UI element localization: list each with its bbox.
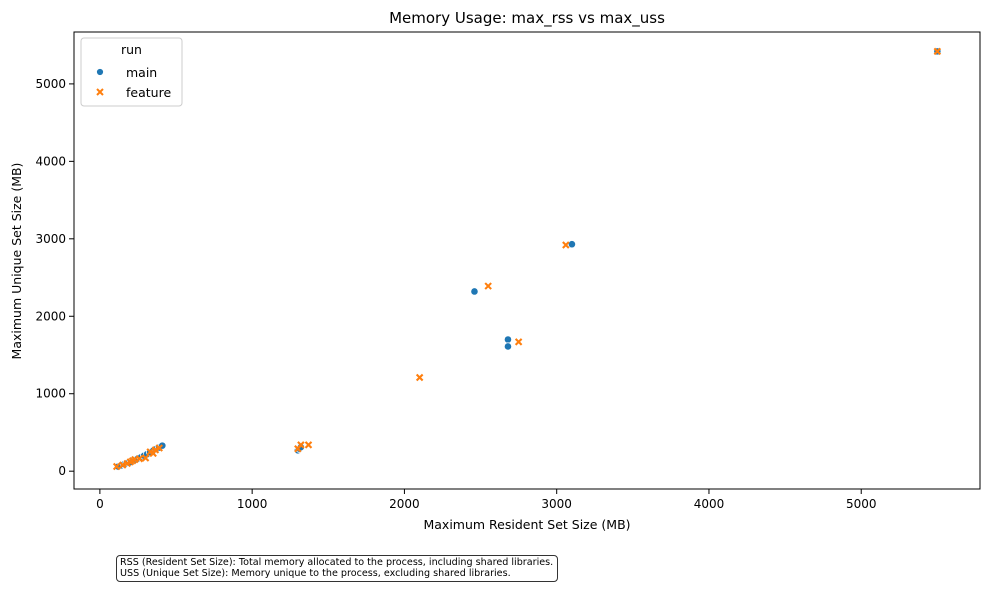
x-tick-label: 1000 <box>237 497 268 511</box>
point-feature <box>415 373 424 382</box>
y-tick-label: 0 <box>58 464 66 478</box>
x-tick-label: 5000 <box>846 497 877 511</box>
point-main <box>503 335 513 344</box>
point-feature <box>484 282 492 290</box>
chart-title: Memory Usage: max_rss vs max_uss <box>389 9 665 28</box>
point-feature <box>304 441 313 449</box>
point-feature <box>933 47 942 56</box>
footnote-uss: USS (Unique Set Size): Memory unique to … <box>120 568 511 579</box>
legend-main-marker <box>96 68 104 76</box>
y-tick-label: 4000 <box>35 154 66 168</box>
x-tick-label: 4000 <box>694 497 725 511</box>
point-feature <box>135 455 144 463</box>
y-tick-label: 5000 <box>35 77 66 91</box>
x-tick-label: 2000 <box>389 497 420 511</box>
y-tick-label: 1000 <box>35 387 66 401</box>
point-main <box>470 287 479 296</box>
legend: run main feature <box>80 37 183 107</box>
point-main <box>503 342 513 351</box>
y-axis-label: Maximum Unique Set Size (MB) <box>9 163 24 360</box>
x-tick-label: 3000 <box>541 497 572 511</box>
point-feature <box>112 462 121 471</box>
footnote-rss: RSS (Resident Set Size): Total memory al… <box>120 557 554 568</box>
plot-area <box>73 31 981 490</box>
point-feature <box>118 461 127 469</box>
point-feature <box>297 441 305 449</box>
footnote-box: RSS (Resident Set Size): Total memory al… <box>116 555 559 582</box>
y-tick-label: 3000 <box>35 232 66 246</box>
legend-feature-label: feature <box>126 85 171 100</box>
legend-box <box>80 37 183 107</box>
legend-main-label: main <box>126 65 157 80</box>
y-tick-label: 2000 <box>35 309 66 323</box>
x-tick-label: 0 <box>96 497 104 511</box>
point-main <box>567 240 577 249</box>
point-feature <box>562 241 570 249</box>
x-axis-label: Maximum Resident Set Size (MB) <box>423 517 630 532</box>
legend-feature-marker <box>96 88 104 96</box>
legend-title: run <box>121 42 142 57</box>
point-feature <box>514 338 523 346</box>
point-feature <box>141 454 150 462</box>
point-feature <box>155 444 164 452</box>
point-feature <box>151 446 160 454</box>
